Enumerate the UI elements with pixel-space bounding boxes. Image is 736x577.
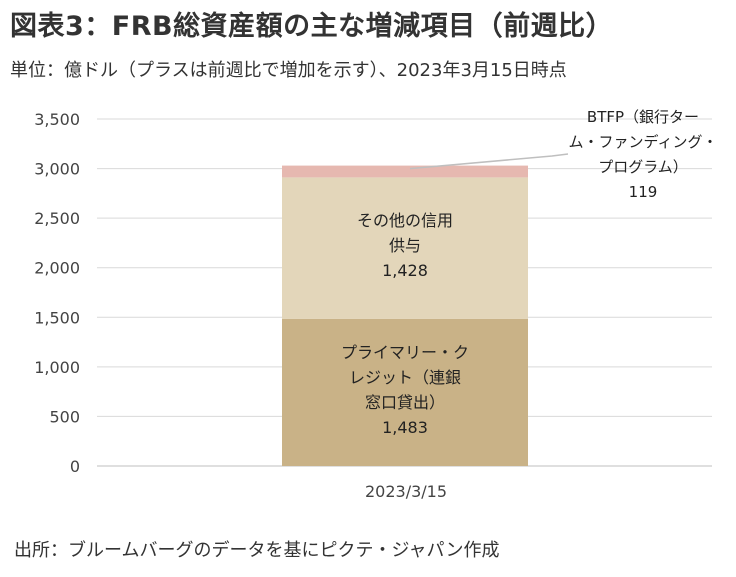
data-label: ム・ファンディング・ [569, 133, 718, 151]
source-note: 出所：ブルームバーグのデータを基にピクテ・ジャパン作成 [14, 540, 500, 561]
data-label: 119 [629, 183, 658, 201]
data-label: 1,483 [382, 418, 428, 437]
y-tick-label: 1,000 [34, 358, 80, 377]
y-tick-label: 3,500 [34, 110, 80, 129]
data-label: BTFP（銀行ター [587, 108, 699, 126]
data-label: 1,428 [382, 261, 428, 280]
chart-subtitle: 単位：億ドル（プラスは前週比で増加を示す）、2023年3月15日時点 [10, 60, 567, 81]
y-tick-label: 0 [70, 457, 80, 476]
annotation-leader-line [409, 153, 569, 170]
y-tick-label: 500 [49, 407, 80, 426]
y-tick-label: 1,500 [34, 308, 80, 327]
chart-title: 図表3：FRB総資産額の主な増減項目（前週比） [10, 11, 614, 42]
y-tick-label: 2,000 [34, 259, 80, 278]
x-tick-label: 2023/3/15 [365, 482, 447, 501]
bar-segment [282, 165, 528, 178]
data-label: その他の信用 [357, 211, 453, 230]
data-label: 窓口貸出） [365, 393, 445, 412]
bar-segment [282, 318, 528, 466]
data-label: レジット（連銀 [349, 368, 461, 387]
bar-segment [282, 177, 528, 319]
data-label: 供与 [389, 236, 421, 255]
y-tick-label: 2,500 [34, 209, 80, 228]
data-label: プログラム） [598, 158, 688, 176]
data-label: プライマリー・ク [341, 343, 469, 362]
y-tick-label: 3,000 [34, 160, 80, 179]
